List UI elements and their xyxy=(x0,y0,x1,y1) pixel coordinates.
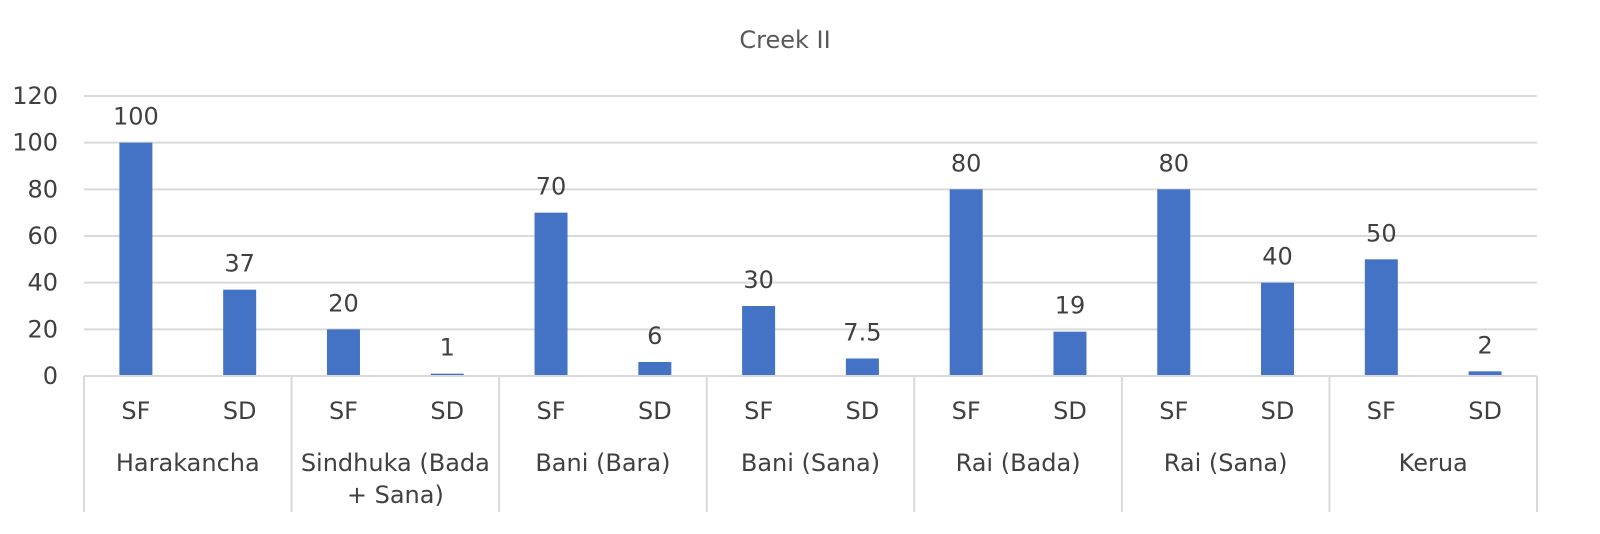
bar xyxy=(1053,331,1087,376)
data-label: 80 xyxy=(1158,149,1189,177)
x-tick-label: SF xyxy=(329,397,358,425)
bar xyxy=(1468,371,1502,376)
bar xyxy=(845,358,879,376)
x-tick-label: SD xyxy=(223,397,257,425)
data-label: 19 xyxy=(1055,292,1086,320)
group-label: Bani (Sana) xyxy=(741,449,880,477)
x-tick-label: SF xyxy=(537,397,566,425)
data-label: 1 xyxy=(440,334,455,362)
y-tick-label: 20 xyxy=(27,315,58,343)
bar xyxy=(638,362,672,376)
data-label: 20 xyxy=(328,289,359,317)
x-tick-label: SD xyxy=(638,397,672,425)
x-tick-label: SF xyxy=(744,397,773,425)
data-labels: 100 37 20 1 70 6 30 7.5 80 19 80 40 50 2 xyxy=(113,103,1493,362)
x-tick-label: SD xyxy=(1261,397,1295,425)
y-axis-ticks: 0 20 40 60 80 100 120 xyxy=(12,82,58,390)
bar xyxy=(1261,282,1295,376)
group-label: Sindhuka (Bada xyxy=(301,449,490,477)
data-label: 70 xyxy=(536,173,567,201)
data-label: 2 xyxy=(1477,331,1492,359)
y-tick-label: 80 xyxy=(27,175,58,203)
x-tick-label: SD xyxy=(846,397,880,425)
data-label: 6 xyxy=(647,322,662,350)
group-label: Bani (Bara) xyxy=(535,449,670,477)
y-tick-label: 100 xyxy=(12,129,58,157)
x-axis: SF SD Harakancha SF SD Sindhuka (Bada + Sana) S… xyxy=(83,375,1538,512)
bar xyxy=(949,189,983,376)
x-tick-label: SF xyxy=(1159,397,1188,425)
x-tick-label: SF xyxy=(1367,397,1396,425)
bar xyxy=(1364,259,1398,376)
group-label: Kerua xyxy=(1399,449,1468,477)
y-tick-label: 40 xyxy=(27,269,58,297)
bar xyxy=(430,373,464,376)
group-label: Harakancha xyxy=(116,449,260,477)
data-label: 100 xyxy=(113,103,159,131)
x-tick-label: SF xyxy=(952,397,981,425)
data-label: 30 xyxy=(743,266,774,294)
data-label: 7.5 xyxy=(843,319,881,347)
bar xyxy=(326,329,360,376)
group-label: Rai (Sana) xyxy=(1164,449,1288,477)
chart-title: Creek II xyxy=(739,26,830,54)
bars xyxy=(119,142,1502,376)
x-tick-label: SD xyxy=(430,397,464,425)
data-label: 80 xyxy=(951,149,982,177)
bar xyxy=(742,306,776,376)
x-tick-label: SD xyxy=(1468,397,1502,425)
bar xyxy=(223,289,257,376)
y-tick-label: 0 xyxy=(43,362,58,390)
data-label: 50 xyxy=(1366,219,1397,247)
gridlines xyxy=(84,95,1537,331)
y-tick-label: 120 xyxy=(12,82,58,110)
bar xyxy=(119,142,153,376)
group-label: Rai (Bada) xyxy=(956,449,1081,477)
bar xyxy=(534,212,568,376)
y-tick-label: 60 xyxy=(27,222,58,250)
bar xyxy=(1157,189,1191,376)
x-tick-label: SD xyxy=(1053,397,1087,425)
data-label: 40 xyxy=(1262,243,1293,271)
group-label: + Sana) xyxy=(347,481,444,509)
x-tick-label: SF xyxy=(121,397,150,425)
data-label: 37 xyxy=(224,250,255,278)
